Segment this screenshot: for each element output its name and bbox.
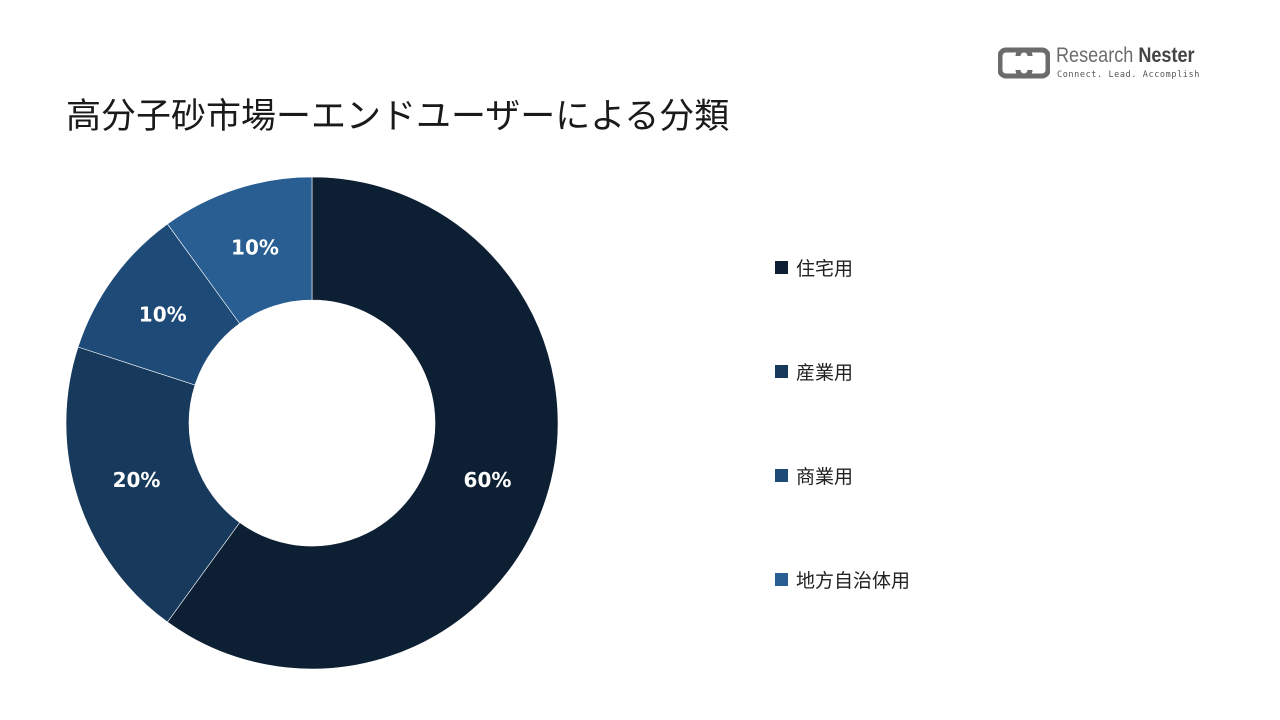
data-label-4: 10% (231, 236, 279, 260)
logo-name: Research Nester (1056, 44, 1195, 68)
legend-item-1: 住宅用 (775, 250, 910, 284)
legend-label: 住宅用 (796, 257, 854, 280)
legend-label: 産業用 (796, 361, 854, 384)
legend-item-2: 産業用 (775, 354, 910, 388)
chart-title: 高分子砂市場ーエンドユーザーによる分類 (66, 97, 730, 137)
legend-swatch (775, 468, 788, 482)
research-nester-logo: Research Nester Connect. Lead. Accomplis… (998, 44, 1238, 84)
data-label-1: 60% (464, 468, 512, 492)
donut-slice-4 (166, 176, 313, 324)
legend-item-4: 地方自治体用 (775, 562, 910, 596)
data-label-2: 20% (113, 468, 161, 492)
legend-label: 地方自治体用 (796, 569, 911, 592)
donut-chart: 60% 20% 10% 10% (65, 176, 559, 670)
chart-legend: 住宅用産業用商業用地方自治体用 (775, 250, 910, 666)
data-label-3: 10% (139, 303, 187, 327)
legend-swatch (775, 572, 788, 586)
research-nester-logo-icon (998, 47, 1050, 79)
logo-name-part1: Research (1056, 44, 1139, 67)
logo-tagline: Connect. Lead. Accomplish (1057, 70, 1200, 80)
legend-label: 商業用 (796, 465, 854, 488)
donut-slice-2 (65, 346, 241, 623)
logo-name-part2: Nester (1138, 44, 1195, 67)
donut-slice-1 (166, 176, 559, 670)
legend-swatch (775, 260, 788, 274)
legend-swatch (775, 364, 788, 378)
legend-item-3: 商業用 (775, 458, 910, 492)
